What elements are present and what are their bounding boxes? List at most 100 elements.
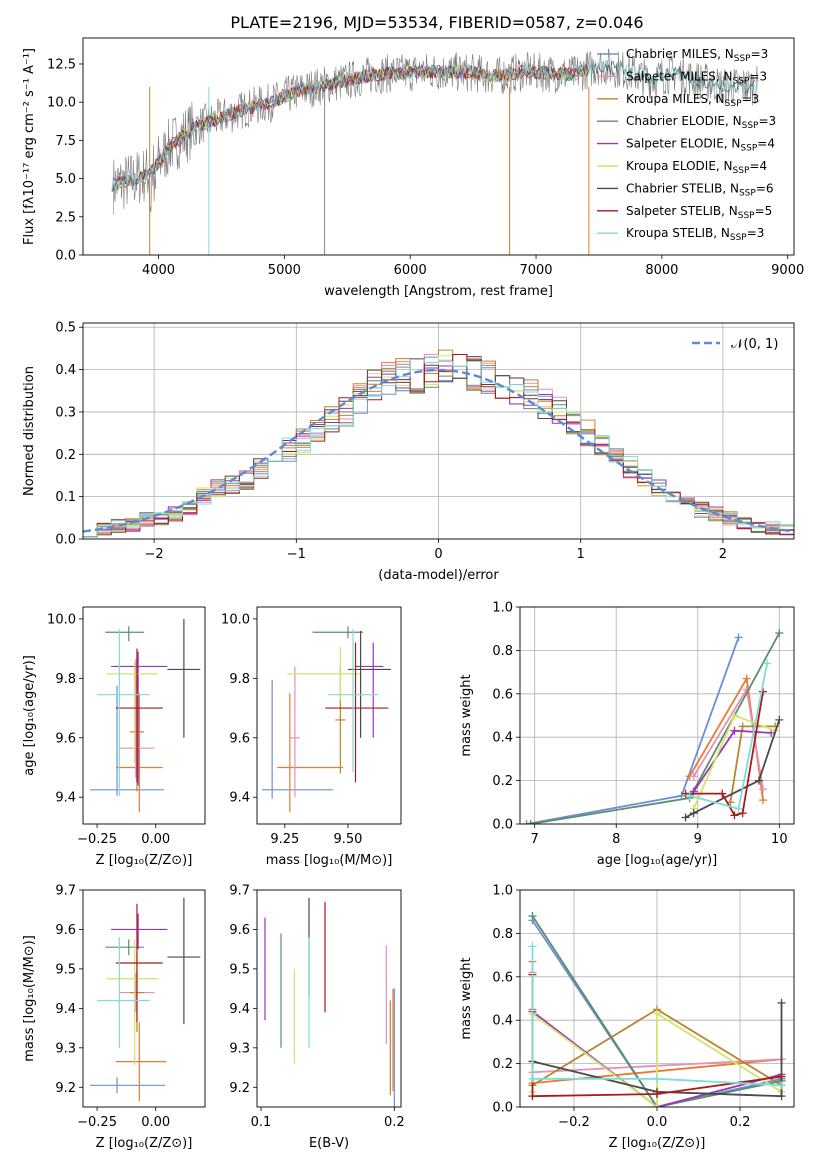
y-tick-label: 12.5 (47, 57, 76, 72)
y-axis-label: mass weight (459, 674, 474, 756)
x-axis-label: Z [log₁₀(Z/Z⊙)] (609, 1136, 706, 1151)
spectrum-plot (111, 48, 759, 255)
y-tick-label: 0.2 (492, 1057, 513, 1072)
histogram-series-9 (83, 359, 794, 539)
x-axis-label: (data-model)/error (378, 568, 499, 583)
series-marker-9 (528, 942, 537, 951)
y-tick-label: 0.8 (492, 644, 513, 659)
massweight-vs-age-axes: 7 8 9 10 0.0 0.2 0.4 0.6 0.8 1.0 age [log₁₀(age/yr… (459, 601, 794, 868)
x-tick-label: 9.25 (270, 832, 299, 847)
x-tick-label: 8 (612, 832, 620, 847)
series-marker-0 (522, 820, 531, 824)
mass-vs-EBV-axes: 0.1 0.2 9.2 9.3 9.4 9.5 9.6 9.7 E(B-V) (229, 884, 404, 1152)
legend-label-8: Kroupa STELIB, NSSP=3 (626, 226, 764, 243)
series-marker-2 (689, 772, 698, 781)
y-tick-label: 9.4 (229, 791, 250, 806)
model-spectrum-8 (111, 58, 759, 192)
series-marker-4 (528, 912, 537, 921)
legend-label-6: Chabrier STELIB, NSSP=6 (626, 181, 774, 198)
y-tick-label: 0.0 (492, 818, 513, 833)
legend-label-1: Salpeter MILES, NSSP=3 (626, 69, 767, 86)
series-marker-6 (653, 1103, 661, 1107)
y-tick-label: 5.0 (55, 172, 76, 187)
y-tick-label: 0.0 (55, 249, 76, 264)
series-marker-2 (759, 785, 768, 794)
y-tick-label: 9.3 (229, 1041, 250, 1056)
spectrum-legend: Chabrier MILES, NSSP=3 Salpeter MILES, NS… (597, 47, 776, 243)
series-marker-7 (681, 813, 690, 822)
series-marker-9 (734, 804, 743, 813)
y-axis-label: mass weight (459, 957, 474, 1039)
y-tick-label: 9.8 (55, 672, 76, 687)
y-tick-label: 9.5 (229, 962, 250, 977)
age-vs-mass-axes: 9.25 9.50 9.4 9.6 9.8 10.0 mass [log₁₀(M/M⊙)] (221, 612, 392, 868)
legend-label-4: Salpeter ELODIE, NSSP=4 (626, 137, 775, 154)
x-tick-label: 0.00 (141, 1115, 170, 1130)
age-vs-Z-axes: −0.25 0.00 9.4 9.6 9.8 10.0 Z [log₁₀(Z/Z⊙)] age… (22, 612, 192, 868)
series-marker-1 (742, 674, 751, 683)
x-tick-label: 9 (694, 832, 702, 847)
series-line-9 (531, 946, 782, 1087)
y-tick-label: 9.2 (55, 1081, 76, 1096)
spectrum-axes: 4000 5000 6000 7000 8000 9000 0.0 2.5 5.0 7.5 10.0… (22, 48, 804, 299)
y-tick-label: 1.0 (492, 884, 513, 899)
y-tick-label: 0.6 (492, 970, 513, 985)
x-tick-label: 0.2 (730, 1115, 751, 1130)
series-marker-8 (528, 1092, 537, 1101)
series-line-7 (685, 719, 781, 819)
legend-label-2: Kroupa MILES, NSSP=3 (626, 92, 759, 109)
series-line-5 (531, 1010, 782, 1107)
y-tick-label: 9.8 (229, 672, 250, 687)
mass-vs-Z-plot (90, 897, 201, 1102)
y-tick-label: 9.6 (229, 923, 250, 938)
series-marker-7 (775, 715, 784, 724)
y-tick-label: 0.5 (55, 321, 76, 336)
series-marker-4 (526, 820, 535, 824)
series-marker-8 (777, 1072, 786, 1081)
residuals-axes: −2 −1 0 1 2 0.0 0.1 0.2 0.3 0.4 0.5 (data-model)/er… (22, 321, 794, 583)
histogram-plot (83, 349, 794, 539)
legend-label-0: Chabrier MILES, NSSP=3 (626, 47, 768, 64)
massweight-vs-Z-axes: −0.2 0.0 0.2 0.0 0.2 0.4 0.6 0.8 1.0 Z [log₁₀(Z/Z… (459, 884, 794, 1151)
histogram-frame (82, 322, 795, 540)
x-tick-label: 6000 (394, 263, 427, 278)
y-tick-label: 0.2 (492, 774, 513, 789)
y-tick-label: 0.0 (492, 1101, 513, 1116)
x-axis-label: age [log₁₀(age/yr)] (597, 853, 718, 868)
series-marker-4 (775, 629, 784, 638)
x-axis-label: mass [log₁₀(M/M⊙)] (266, 853, 393, 868)
series-marker-7 (777, 998, 786, 1007)
mass-vs-EBV-frame (256, 889, 402, 1108)
y-axis-label: mass [log₁₀(M/M⊙)] (22, 935, 37, 1062)
x-tick-label: 4000 (142, 263, 175, 278)
series-marker-8 (653, 1089, 661, 1098)
y-tick-label: 0.4 (492, 731, 513, 746)
series-line-0 (531, 919, 782, 1107)
y-tick-label: 9.7 (55, 884, 76, 899)
massweight-vs-age-plot (522, 629, 784, 824)
x-tick-label: 7 (531, 832, 539, 847)
series-marker-7 (689, 809, 698, 818)
model-spectrum-7 (111, 63, 588, 192)
x-tick-label: 1 (577, 547, 585, 562)
x-tick-label: 7000 (519, 263, 552, 278)
x-tick-label: −2 (145, 547, 164, 562)
y-tick-label: 10.0 (47, 612, 76, 627)
series-marker-8 (718, 789, 727, 798)
x-tick-label: −0.25 (77, 1115, 117, 1130)
legend-label-3: Chabrier ELODIE, NSSP=3 (626, 114, 776, 131)
series-marker-8 (759, 687, 768, 696)
y-tick-label: 9.4 (55, 791, 76, 806)
series-marker-5 (767, 728, 776, 737)
y-tick-label: 0.1 (55, 490, 76, 505)
x-axis-label: Z [log₁₀(Z/Z⊙)] (96, 1136, 193, 1151)
y-tick-label: 9.5 (55, 962, 76, 977)
x-tick-label: 0.2 (384, 1115, 405, 1130)
massweight-vs-age-frame (519, 606, 795, 825)
series-marker-6 (653, 1009, 661, 1018)
y-tick-label: 2.5 (55, 210, 76, 225)
y-tick-label: 0.3 (55, 405, 76, 420)
y-tick-label: 10.0 (221, 612, 250, 627)
y-tick-label: 9.4 (229, 1002, 250, 1017)
